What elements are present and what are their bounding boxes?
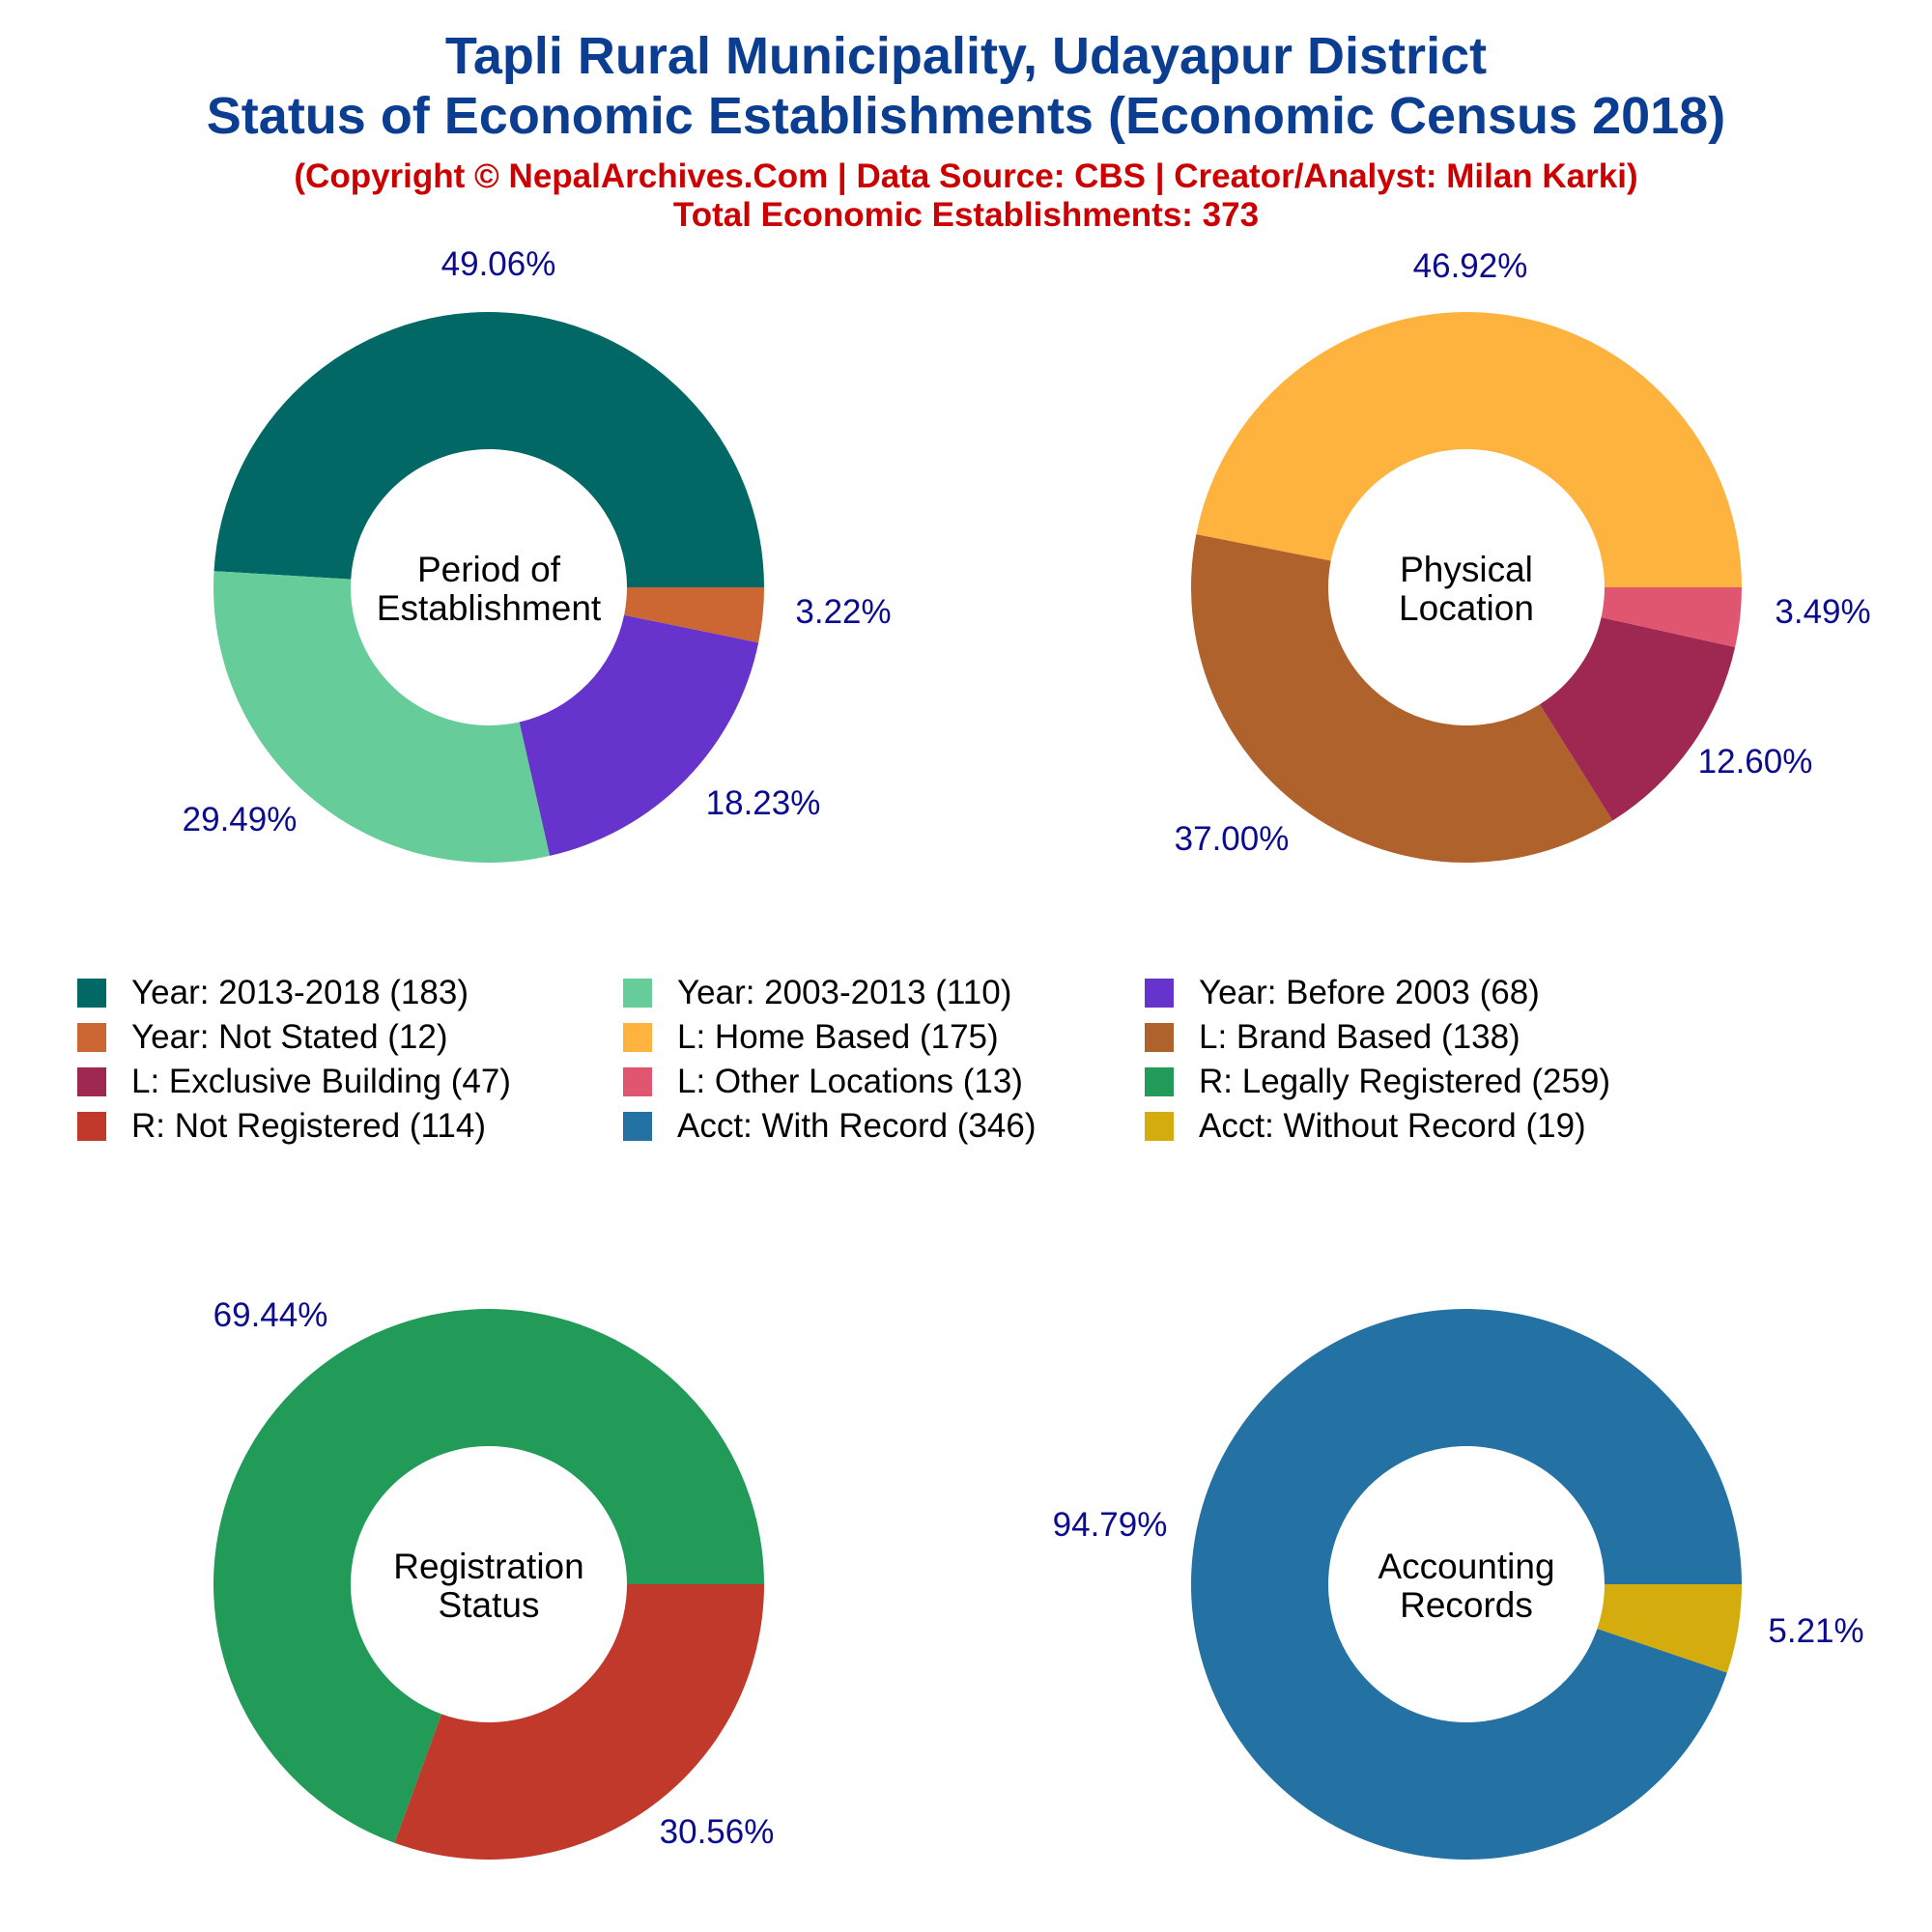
legend-swatch: [1145, 1067, 1174, 1096]
legend-label: Acct: Without Record (19): [1199, 1107, 1586, 1145]
accounting-slice-1: [1190, 1308, 1742, 1860]
period-percent-label-3: 18.23%: [706, 784, 821, 822]
period-percent-label-4: 3.22%: [795, 593, 891, 631]
legend-swatch: [77, 1067, 106, 1096]
legend-item: R: Legally Registered (259): [1145, 1061, 1610, 1103]
legend-swatch: [1145, 1112, 1174, 1141]
legend-swatch: [623, 979, 652, 1008]
registration-center-label-line-1: Registration: [393, 1547, 583, 1586]
registration-center-label-line-2: Status: [439, 1585, 540, 1625]
total-establishments: Total Economic Establishments: 373: [672, 196, 1260, 234]
legend-item: Acct: With Record (346): [623, 1105, 1037, 1148]
period-slice-4: [624, 587, 765, 643]
location-percent-label-4: 3.49%: [1775, 593, 1870, 631]
location-percent-label-2: 37.00%: [1175, 820, 1290, 858]
location-percent-label-3: 12.60%: [1698, 743, 1813, 781]
location-slice-4: [1601, 587, 1742, 647]
chart-title-line-2: Status of Economic Establishments (Econo…: [206, 87, 1726, 145]
legend-label: L: Home Based (175): [677, 1018, 999, 1056]
registration-percent-label-1: 69.44%: [213, 1296, 328, 1334]
legend-label: L: Brand Based (138): [1199, 1018, 1520, 1056]
legend-item: Year: 2013-2018 (183): [77, 972, 469, 1014]
copyright-note: (Copyright © NepalArchives.Com | Data So…: [294, 157, 1638, 195]
accounting-percent-label-2: 5.21%: [1768, 1612, 1863, 1650]
location-percent-label-1: 46.92%: [1413, 247, 1528, 285]
legend-label: R: Not Registered (114): [131, 1107, 487, 1145]
accounting-slice-2: [1597, 1584, 1742, 1673]
legend-item: L: Exclusive Building (47): [77, 1061, 511, 1103]
location-slice-2: [1191, 534, 1613, 864]
registration-slice-1: [213, 1309, 764, 1843]
period-center-label-line-1: Period of: [417, 550, 561, 589]
location-center-label-line-1: Physical: [1400, 550, 1533, 589]
legend-label: Year: Before 2003 (68): [1199, 974, 1540, 1011]
accounting-center-label-line-2: Records: [1400, 1585, 1533, 1625]
registration-slice-2: [394, 1584, 764, 1861]
legend-label: Year: Not Stated (12): [131, 1018, 448, 1056]
legend-item: L: Brand Based (138): [1145, 1016, 1520, 1059]
legend-swatch: [623, 1023, 652, 1052]
period-center-label-line-2: Establishment: [377, 588, 602, 628]
legend-label: Year: 2003-2013 (110): [677, 974, 1012, 1011]
legend-swatch: [1145, 1023, 1174, 1052]
legend-swatch: [77, 1112, 106, 1141]
accounting-center-label-line-1: Accounting: [1378, 1547, 1554, 1586]
legend-item: L: Home Based (175): [623, 1016, 999, 1059]
chart-title-line-1: Tapli Rural Municipality, Udayapur Distr…: [444, 27, 1488, 85]
legend-label: L: Other Locations (13): [677, 1063, 1023, 1100]
legend-item: L: Other Locations (13): [623, 1061, 1023, 1103]
legend-swatch: [77, 1023, 106, 1052]
legend-swatch: [623, 1067, 652, 1096]
legend-swatch: [623, 1112, 652, 1141]
legend-item: Year: Before 2003 (68): [1145, 972, 1540, 1014]
period-percent-label-2: 29.49%: [183, 801, 298, 838]
location-slice-3: [1539, 617, 1736, 821]
legend-label: Year: 2013-2018 (183): [131, 974, 469, 1011]
legend-label: R: Legally Registered (259): [1199, 1063, 1611, 1100]
period-slice-2: [213, 571, 551, 863]
period-percent-label-1: 49.06%: [441, 245, 556, 283]
accounting-percent-label-1: 94.79%: [1053, 1506, 1168, 1544]
legend-item: Year: Not Stated (12): [77, 1016, 448, 1059]
legend-label: L: Exclusive Building (47): [131, 1063, 511, 1100]
legend-item: Year: 2003-2013 (110): [623, 972, 1011, 1014]
legend-item: Acct: Without Record (19): [1145, 1105, 1586, 1148]
legend-swatch: [1145, 979, 1174, 1008]
registration-percent-label-2: 30.56%: [660, 1813, 775, 1851]
legend-label: Acct: With Record (346): [677, 1107, 1037, 1145]
period-slice-1: [213, 312, 764, 587]
location-center-label-line-2: Location: [1399, 588, 1534, 628]
legend-swatch: [77, 979, 106, 1008]
location-slice-1: [1196, 311, 1742, 587]
legend-item: R: Not Registered (114): [77, 1105, 486, 1148]
period-slice-3: [519, 614, 759, 856]
